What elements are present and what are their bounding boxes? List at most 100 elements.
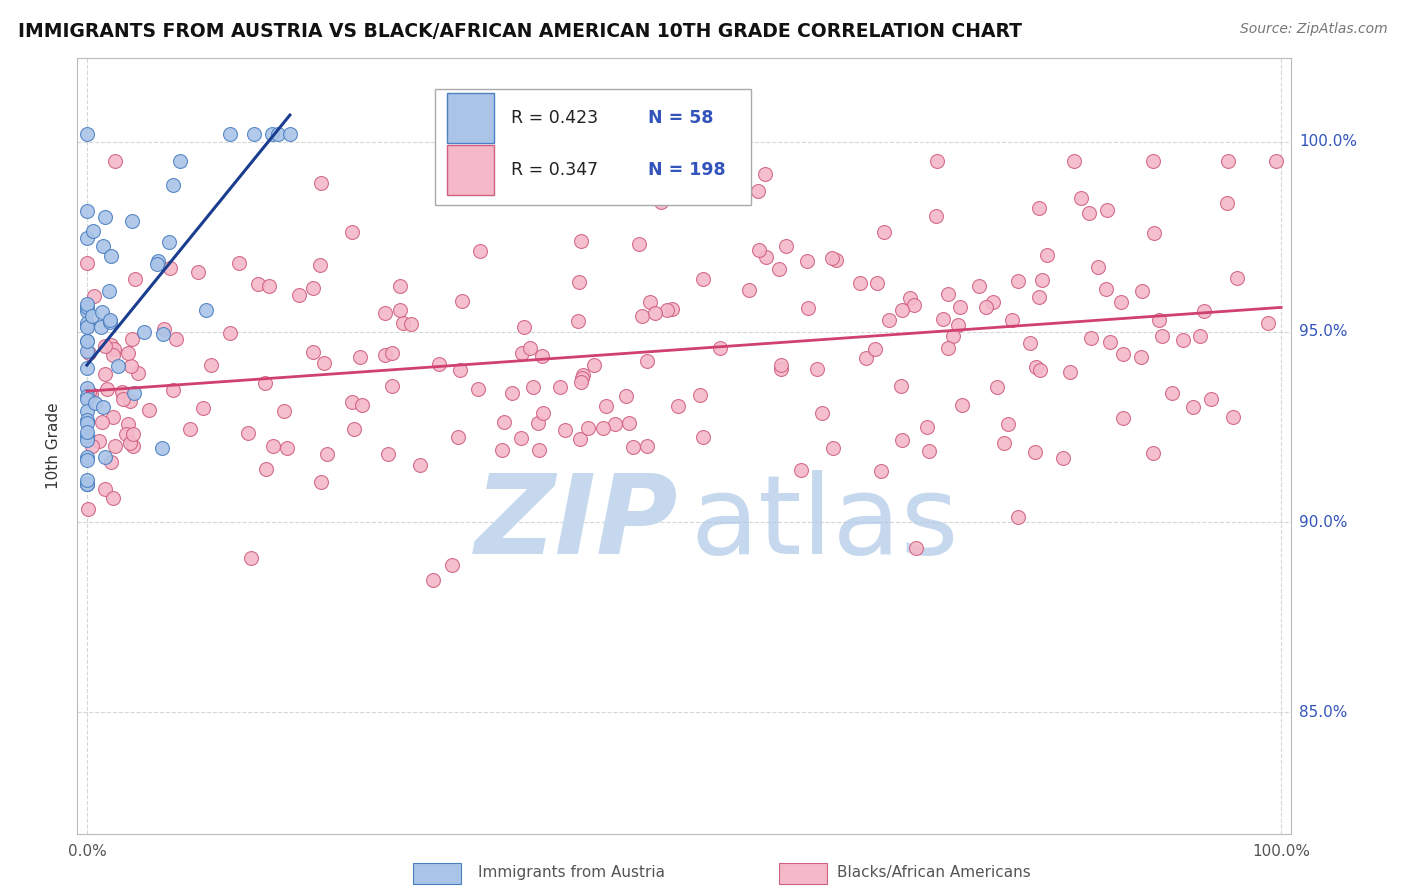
Point (1182, 401, 1205, 415)
Point (200, 359, 222, 373)
Point (531, 349, 554, 363)
Point (1161, 386, 1184, 401)
Point (93, 339, 115, 353)
Point (1024, 445, 1046, 459)
Point (1063, 153, 1085, 168)
Point (276, 441, 298, 455)
Point (755, 250, 778, 264)
Point (302, 345, 325, 359)
Point (219, 326, 242, 341)
Point (314, 356, 336, 370)
Point (91, 239, 114, 253)
Point (122, 439, 145, 453)
Point (146, 257, 169, 271)
Point (1171, 333, 1194, 347)
Point (120, 359, 142, 373)
Point (1097, 202, 1119, 217)
Point (993, 436, 1015, 450)
Point (572, 368, 595, 383)
Point (754, 167, 776, 181)
Point (877, 312, 900, 326)
Point (870, 464, 893, 478)
Point (942, 329, 965, 343)
Point (568, 432, 591, 446)
Point (82, 223, 104, 237)
Point (162, 178, 184, 192)
Point (863, 343, 886, 357)
Point (918, 444, 941, 458)
Point (76, 334, 98, 348)
Point (925, 209, 948, 223)
Point (1052, 450, 1074, 465)
Point (101, 409, 124, 424)
Point (1142, 153, 1164, 168)
Point (257, 279, 280, 293)
Point (1028, 363, 1050, 377)
Point (340, 395, 363, 409)
Point (76, 453, 98, 467)
Point (76, 320, 98, 334)
Point (76, 429, 98, 443)
Point (104, 153, 127, 168)
Point (440, 558, 463, 573)
Point (380, 346, 402, 360)
Point (1025, 359, 1047, 374)
Point (692, 271, 714, 285)
Point (451, 294, 474, 309)
Point (621, 440, 644, 454)
Point (501, 386, 523, 401)
Point (823, 441, 845, 455)
Point (76, 318, 98, 333)
Point (84, 396, 107, 410)
Point (592, 421, 614, 435)
Point (527, 443, 550, 458)
Point (1031, 273, 1053, 287)
Point (179, 422, 201, 436)
Point (492, 415, 515, 429)
Point (121, 214, 143, 228)
Point (1112, 411, 1135, 425)
Point (87, 434, 110, 448)
Point (309, 475, 332, 490)
Point (976, 300, 998, 314)
Point (1059, 365, 1081, 379)
Point (938, 341, 960, 355)
Point (1264, 153, 1286, 168)
Point (1201, 392, 1223, 406)
Point (569, 234, 592, 248)
Point (117, 345, 139, 359)
Point (169, 154, 191, 169)
Point (1007, 510, 1029, 524)
Point (1130, 284, 1153, 298)
Point (568, 275, 591, 289)
Point (655, 303, 678, 318)
Point (117, 417, 139, 432)
Point (470, 244, 492, 258)
Point (391, 316, 413, 330)
Point (381, 379, 404, 393)
Point (1218, 153, 1240, 168)
Point (76, 297, 98, 311)
Point (1095, 282, 1118, 296)
Point (96, 382, 118, 396)
Point (981, 295, 1004, 310)
Point (104, 439, 127, 453)
Point (107, 359, 129, 373)
Point (79, 387, 101, 401)
Point (519, 341, 541, 355)
Point (343, 422, 366, 436)
Point (821, 251, 844, 265)
Point (399, 318, 422, 332)
Point (76, 473, 98, 487)
Point (797, 301, 820, 315)
Point (195, 303, 218, 318)
Point (1028, 201, 1050, 215)
Point (1098, 335, 1121, 350)
Point (446, 430, 468, 444)
Point (513, 320, 536, 334)
Point (377, 447, 399, 461)
Point (583, 358, 606, 372)
Text: ZIP: ZIP (474, 470, 678, 577)
Point (228, 256, 250, 270)
Point (1188, 329, 1211, 343)
